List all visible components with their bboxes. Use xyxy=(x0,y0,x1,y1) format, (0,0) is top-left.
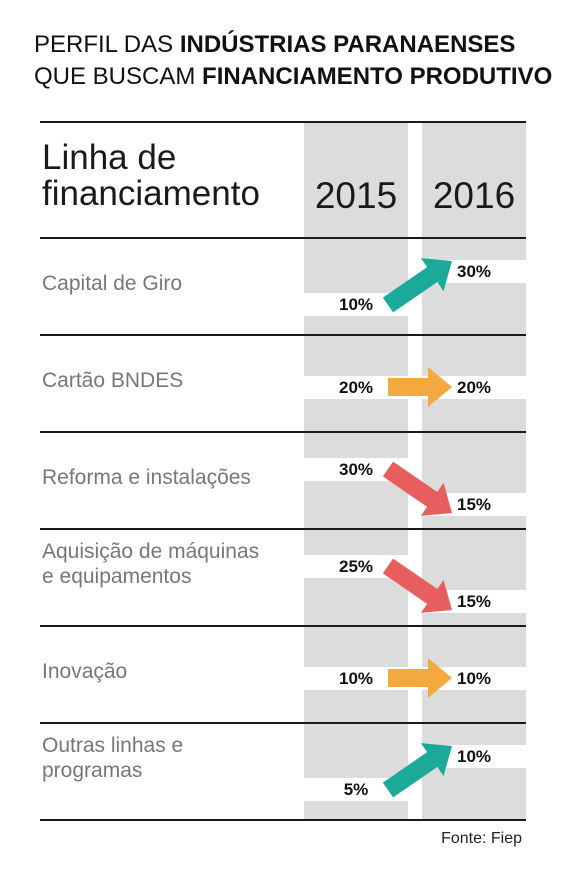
chart-title-line-1: PERFIL DAS INDÚSTRIAS PARANAENSES xyxy=(34,30,515,60)
trend-arrow-down xyxy=(382,558,453,613)
value-2016: 20% xyxy=(422,376,526,399)
value-2015: 10% xyxy=(304,667,408,690)
trend-arrow-up xyxy=(382,258,453,313)
header-label: Linha de financiamento xyxy=(42,138,260,213)
trend-arrow-shape xyxy=(382,558,453,613)
trend-arrow-shape xyxy=(382,258,453,313)
row-divider xyxy=(40,334,526,336)
value-2015: 10% xyxy=(304,293,408,316)
title-line-2-normal: QUE BUSCAM xyxy=(34,63,203,90)
title-line-1-bold: INDÚSTRIAS PARANAENSES xyxy=(179,31,516,58)
row-divider xyxy=(40,528,526,530)
row-label: Cartão BNDES xyxy=(42,369,184,392)
value-2015: 30% xyxy=(304,458,408,481)
trend-arrow-down xyxy=(382,461,453,516)
chart-title-line-2: QUE BUSCAM FINANCIAMENTO PRODUTIVO xyxy=(34,62,552,92)
table-bottom-rule xyxy=(40,819,526,821)
value-2015: 25% xyxy=(304,555,408,578)
row-divider xyxy=(40,625,526,627)
trend-arrow-shape xyxy=(388,367,452,407)
row-label: Aquisição de máquinas e equipamentos xyxy=(42,540,260,588)
row-label: Inovação xyxy=(42,660,128,683)
trend-arrow-shape xyxy=(382,461,453,516)
row-divider xyxy=(40,722,526,724)
value-2015: 5% xyxy=(304,778,408,801)
row-divider xyxy=(40,237,526,239)
source-note: Fonte: Fiep xyxy=(441,830,522,847)
row-divider xyxy=(40,431,526,433)
trend-arrow-flat xyxy=(388,658,452,698)
title-line-1-normal: PERFIL DAS xyxy=(34,31,180,58)
value-2016: 10% xyxy=(422,667,526,690)
trend-arrow-flat xyxy=(388,367,452,407)
title-line-2-bold: FINANCIAMENTO PRODUTIVO xyxy=(202,63,553,90)
header-year-2016: 2016 xyxy=(432,175,516,216)
row-label: Reforma e instalações xyxy=(42,466,251,489)
header-year-2015: 2015 xyxy=(314,175,398,216)
trend-arrow-up xyxy=(382,743,453,798)
row-label: Outras linhas e programas xyxy=(42,734,184,782)
table-top-rule xyxy=(40,121,526,123)
value-2015: 20% xyxy=(304,376,408,399)
trend-arrow-shape xyxy=(382,743,453,798)
row-label: Capital de Giro xyxy=(42,272,183,295)
trend-arrow-shape xyxy=(388,658,452,698)
